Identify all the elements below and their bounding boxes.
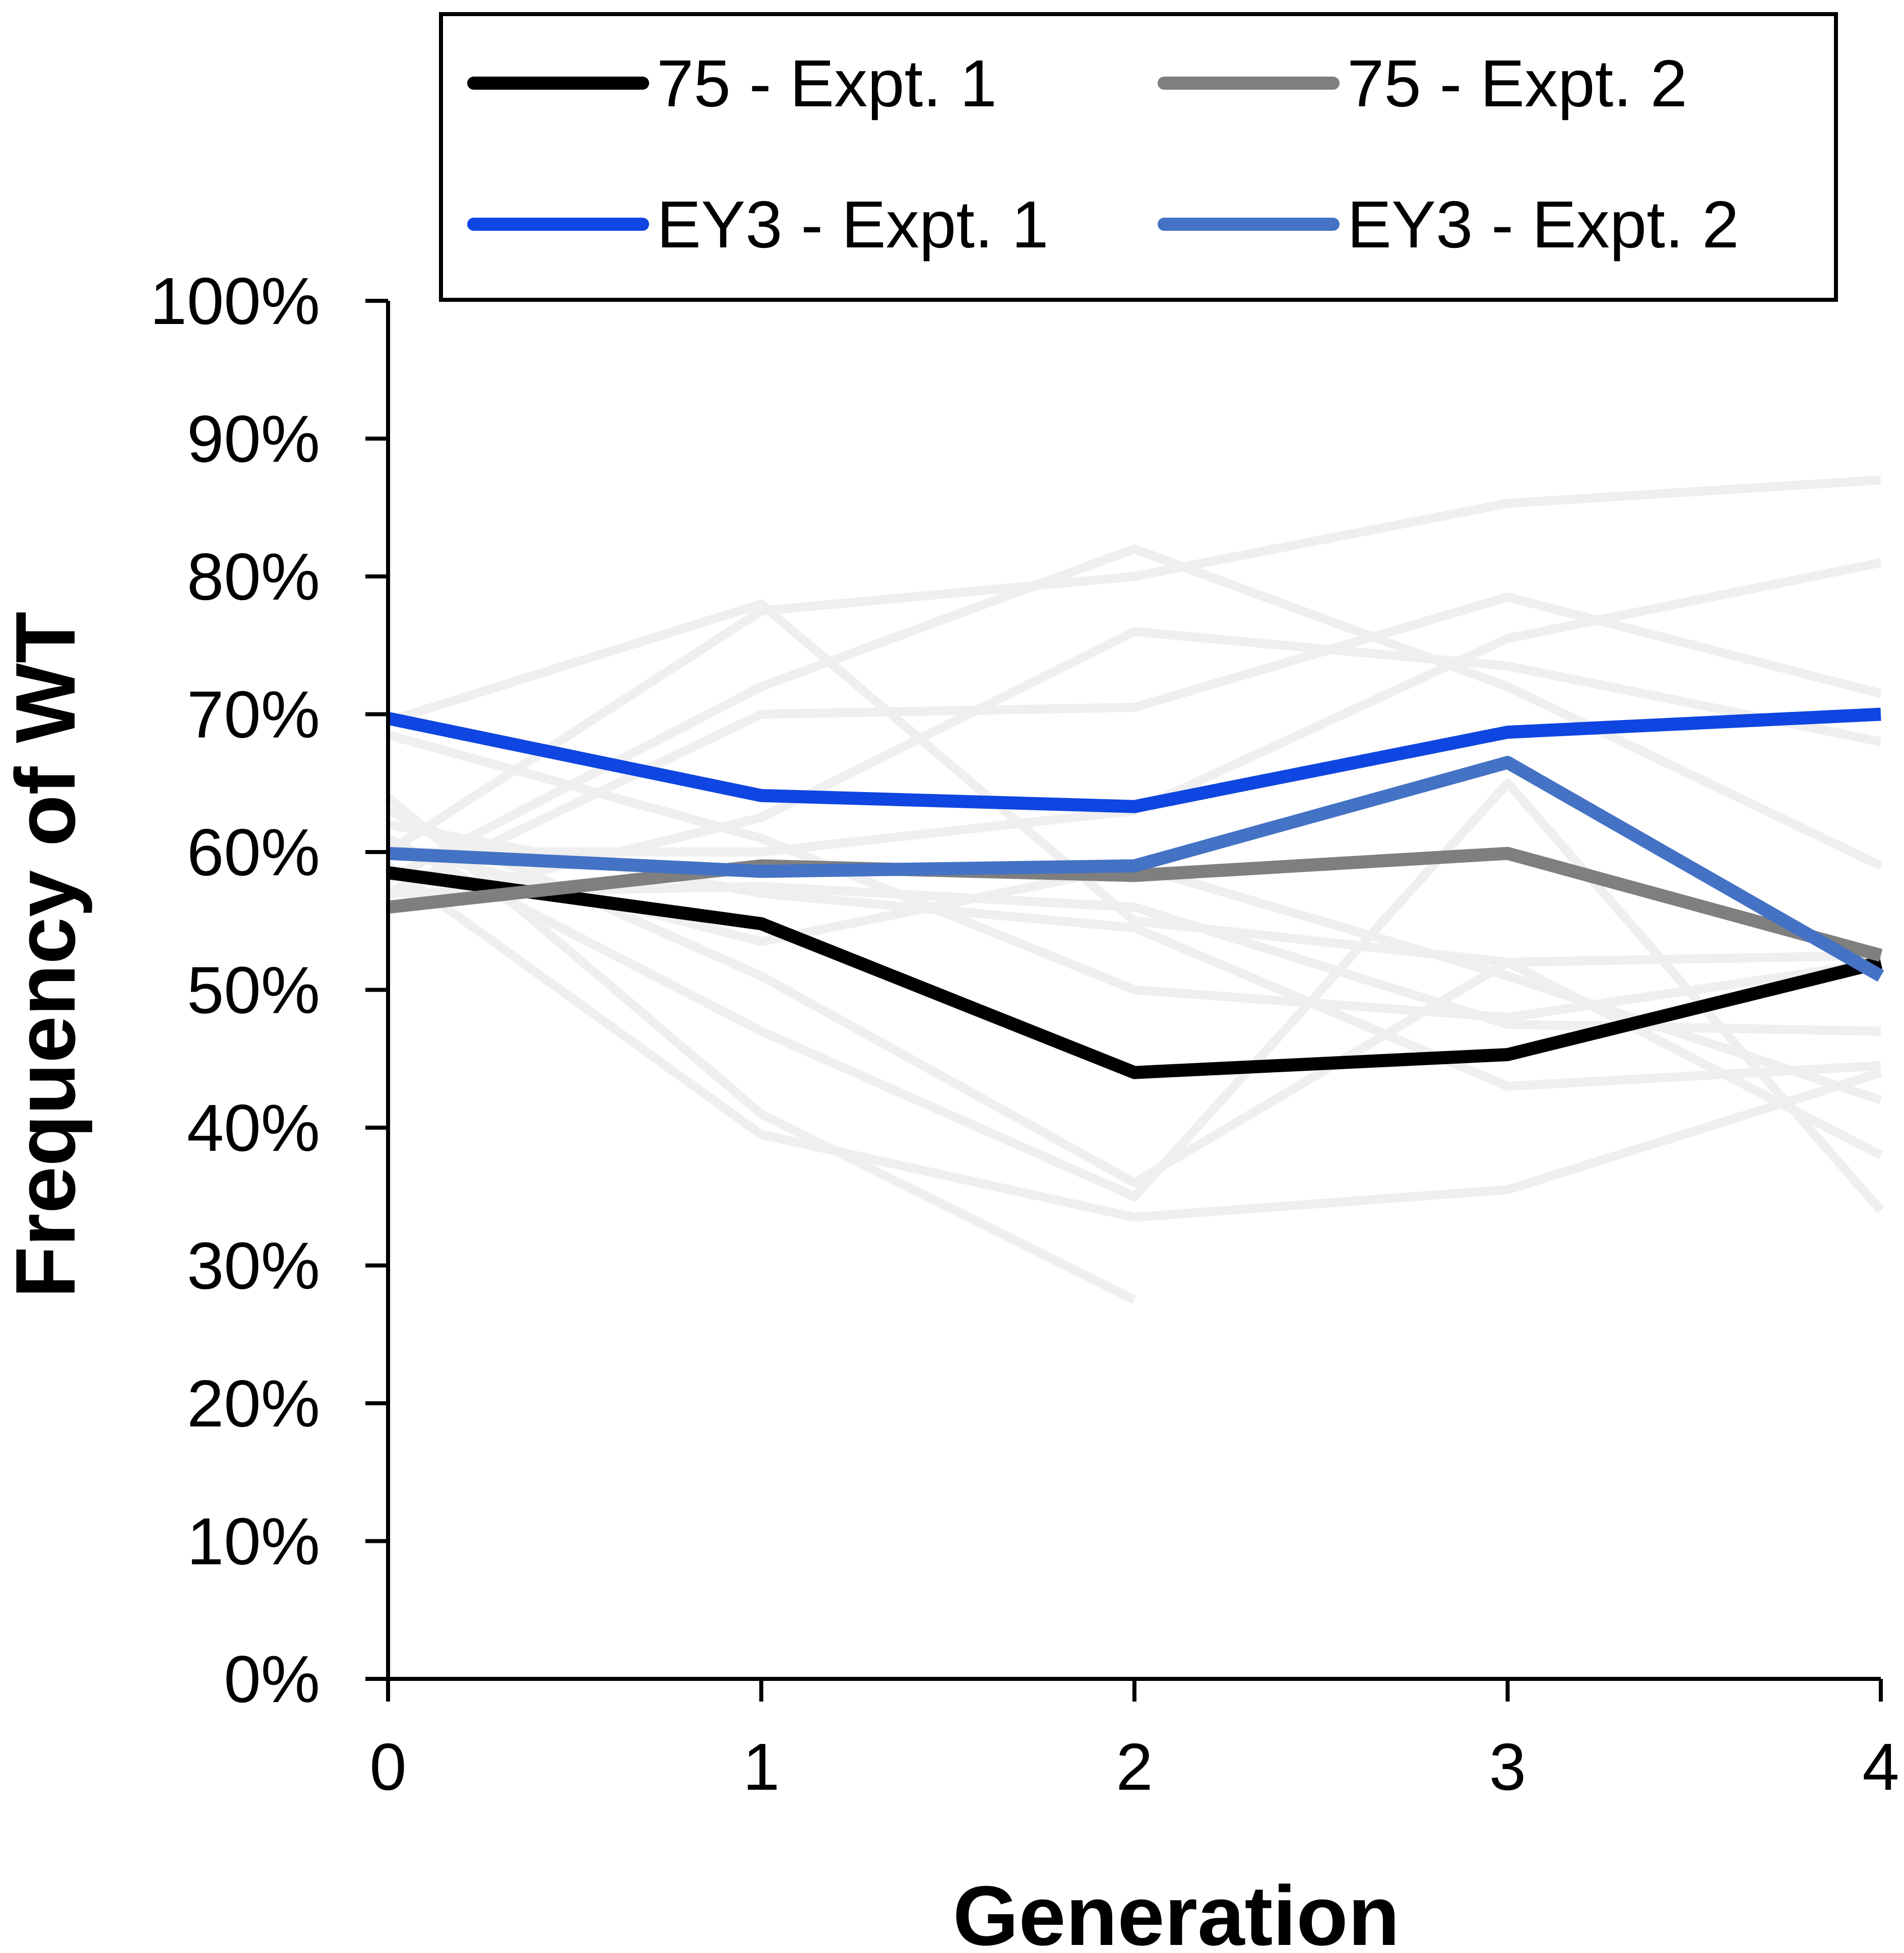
- x-axis-ticks: 0 1 2 3 4: [369, 1679, 1899, 1804]
- background-line-2: [386, 475, 1881, 856]
- background-line-12: [385, 862, 1882, 1222]
- y-tick-label: 70%: [187, 678, 320, 752]
- legend-label-2: 75 - Expt. 2: [1347, 46, 1687, 120]
- background-line-7: [387, 730, 1882, 1022]
- background-line-4: [387, 627, 1882, 912]
- y-axis-title: Frequency of WT: [0, 612, 93, 1298]
- background-line-3: [386, 544, 1883, 884]
- y-tick-label: 30%: [187, 1229, 320, 1303]
- y-tick-label: 100%: [150, 264, 320, 338]
- series-line-2: [387, 847, 1883, 962]
- y-tick-label: 50%: [187, 953, 320, 1027]
- background-line-11: [385, 793, 1137, 1304]
- series-lines: [387, 707, 1884, 1079]
- y-axis-ticks: 0% 10% 20% 30% 40% 50% 60% 70% 80% 90% 100%: [150, 264, 388, 1716]
- legend-label-3: EY3 - Expt. 1: [657, 187, 1049, 262]
- background-line-1: [387, 599, 1881, 967]
- y-tick-label: 60%: [187, 815, 320, 889]
- legend-label-1: 75 - Expt. 1: [657, 46, 997, 120]
- background-line-10: [386, 778, 1884, 1214]
- x-axis-title: Generation: [953, 1868, 1400, 1953]
- y-tick-label: 80%: [187, 540, 320, 614]
- legend: 75 - Expt. 1 75 - Expt. 2 EY3 - Expt. 1 EY3…: [439, 12, 1838, 302]
- x-tick-label: 1: [743, 1730, 780, 1804]
- x-tick-label: 2: [1116, 1730, 1153, 1804]
- series-line-3: [387, 707, 1881, 813]
- y-tick-label: 40%: [187, 1091, 320, 1165]
- series-line-4: [388, 756, 1884, 982]
- x-tick-label: 0: [369, 1730, 406, 1804]
- y-tick-label: 90%: [187, 402, 320, 476]
- y-tick-label: 10%: [187, 1505, 320, 1579]
- y-tick-label: 0%: [224, 1642, 320, 1716]
- series-line-1: [387, 866, 1883, 1079]
- y-tick-label: 20%: [187, 1366, 320, 1441]
- legend-label-4: EY3 - Expt. 2: [1347, 187, 1739, 262]
- legend-box: [439, 12, 1838, 302]
- x-tick-label: 4: [1862, 1730, 1899, 1804]
- x-tick-label: 3: [1489, 1730, 1526, 1804]
